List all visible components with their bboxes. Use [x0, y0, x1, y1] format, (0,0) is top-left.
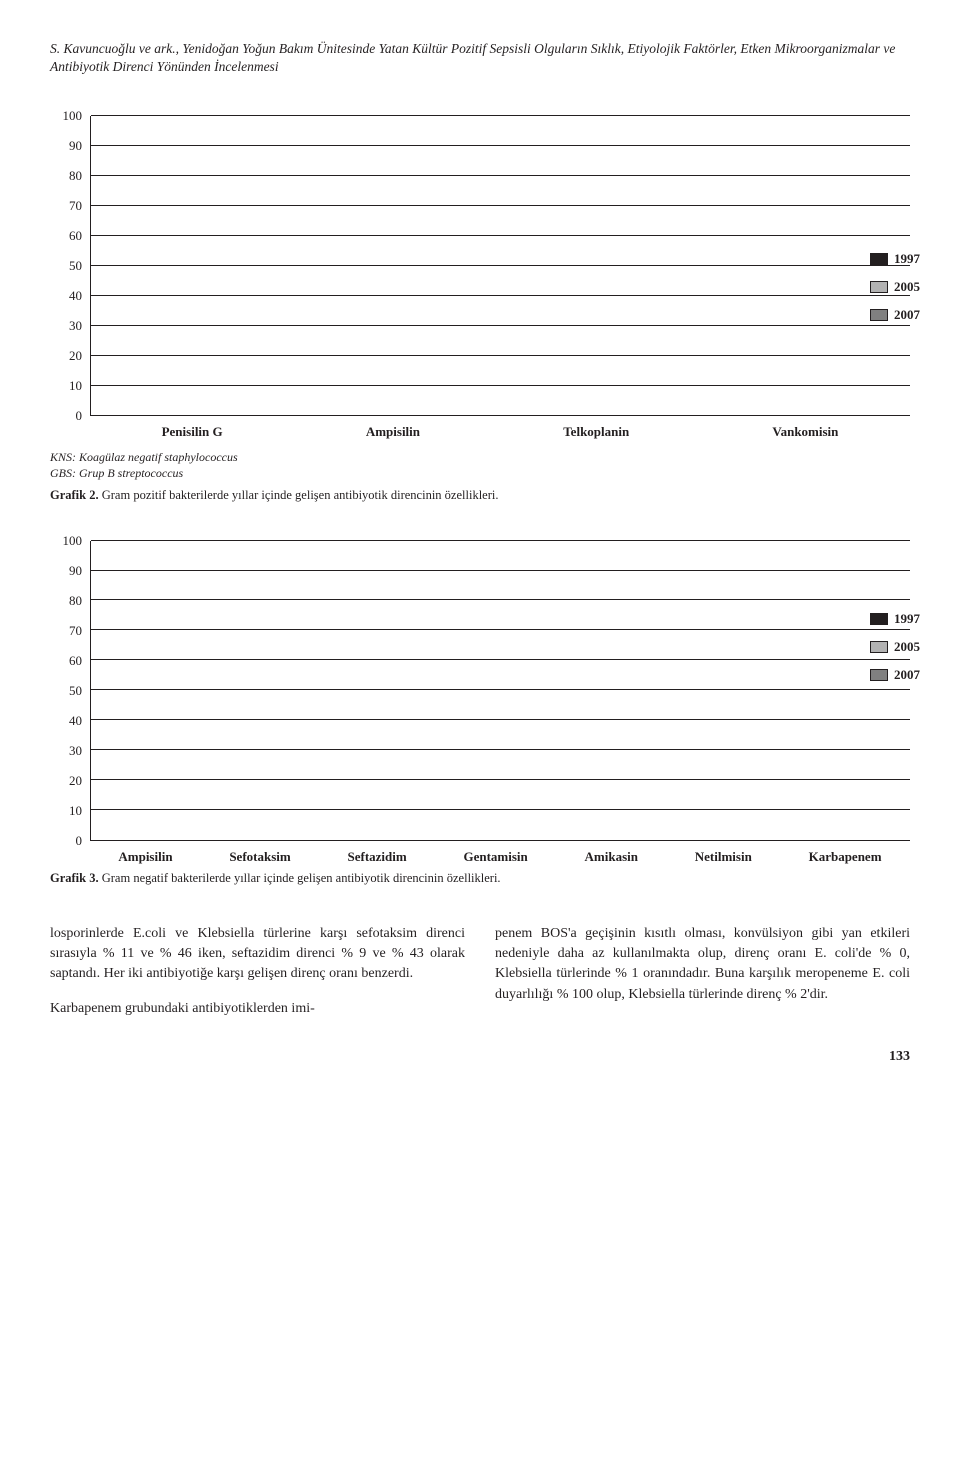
legend-label: 1997 [894, 611, 920, 627]
x-label: Penisilin G [162, 424, 223, 440]
y-tick: 70 [69, 623, 82, 639]
caption-rest: Gram negatif bakterilerde yıllar içinde … [99, 871, 501, 885]
legend-label: 2007 [894, 667, 920, 683]
y-tick: 10 [69, 378, 82, 394]
y-tick: 60 [69, 653, 82, 669]
note-line-2: GBS: Grup B streptococcus [50, 466, 910, 482]
legend-swatch [870, 253, 888, 265]
x-label: Sefotaksim [229, 849, 290, 865]
chart-2-bars [91, 541, 910, 840]
legend-label: 2005 [894, 279, 920, 295]
y-tick: 40 [69, 713, 82, 729]
y-tick: 100 [63, 533, 83, 549]
chart-2-xlabels: Ampisilin Sefotaksim Seftazidim Gentamisin A… [90, 849, 910, 865]
x-label: Karbapenem [809, 849, 882, 865]
y-tick: 100 [63, 108, 83, 124]
y-tick: 90 [69, 563, 82, 579]
chart-1-caption: Grafik 2. Gram pozitif bakterilerde yıll… [50, 488, 910, 503]
legend-item: 2007 [870, 307, 920, 323]
x-label: Ampisilin [118, 849, 172, 865]
y-tick: 50 [69, 683, 82, 699]
x-label: Telkoplanin [563, 424, 629, 440]
x-label: Amikasin [585, 849, 638, 865]
chart-1-plot: 0102030405060708090100 199720052007 [50, 116, 910, 416]
legend-swatch [870, 309, 888, 321]
legend-swatch [870, 613, 888, 625]
page-header: S. Kavuncuoğlu ve ark., Yenidoğan Yoğun … [50, 40, 910, 76]
y-tick: 50 [69, 258, 82, 274]
x-label: Netilmisin [695, 849, 752, 865]
chart-1-legend: 199720052007 [870, 251, 920, 323]
legend-item: 2005 [870, 279, 920, 295]
chart-2-caption: Grafik 3. Gram negatif bakterilerde yıll… [50, 871, 910, 886]
chart-1-bars [91, 116, 910, 415]
note-line-1: KNS: Koagülaz negatif staphylococcus [50, 450, 910, 466]
caption-bold: Grafik 2. [50, 488, 99, 502]
y-tick: 10 [69, 803, 82, 819]
y-tick: 60 [69, 228, 82, 244]
y-tick: 40 [69, 288, 82, 304]
caption-rest: Gram pozitif bakterilerde yıllar içinde … [99, 488, 499, 502]
y-tick: 90 [69, 138, 82, 154]
x-label: Vankomisin [772, 424, 838, 440]
y-tick: 30 [69, 743, 82, 759]
chart-2-legend: 1997 2005 2007 [870, 611, 920, 683]
chart-2-yaxis: 0102030405060708090100 [50, 541, 90, 841]
y-tick: 70 [69, 198, 82, 214]
x-label: Ampisilin [366, 424, 420, 440]
legend-swatch [870, 281, 888, 293]
x-label: Gentamisin [463, 849, 527, 865]
legend-item: 2007 [870, 667, 920, 683]
chart-2: 0102030405060708090100 199720052007 Ampi… [50, 541, 910, 886]
chart-1: 0102030405060708090100 199720052007 Peni… [50, 116, 910, 502]
body-col-left: losporinlerde E.coli ve Klebsiella türle… [50, 924, 465, 1019]
x-label: Seftazidim [347, 849, 406, 865]
body-col-right: penem BOS'a geçişinin kısıtlı olması, ko… [495, 924, 910, 1019]
legend-label: 2005 [894, 639, 920, 655]
paragraph: penem BOS'a geçişinin kısıtlı olması, ko… [495, 924, 910, 1005]
chart-1-plotarea: 199720052007 [90, 116, 910, 416]
paragraph: Karbapenem grubundaki antibiyotiklerden … [50, 999, 465, 1019]
caption-bold: Grafik 3. [50, 871, 99, 885]
y-tick: 80 [69, 168, 82, 184]
y-tick: 0 [76, 833, 83, 849]
y-tick: 20 [69, 348, 82, 364]
chart-1-yaxis: 0102030405060708090100 [50, 116, 90, 416]
y-tick: 80 [69, 593, 82, 609]
y-tick: 20 [69, 773, 82, 789]
legend-item: 1997 [870, 611, 920, 627]
legend-label: 2007 [894, 307, 920, 323]
legend-swatch [870, 669, 888, 681]
y-tick: 30 [69, 318, 82, 334]
legend-item: 2005 [870, 639, 920, 655]
paragraph: losporinlerde E.coli ve Klebsiella türle… [50, 924, 465, 985]
page-number: 133 [50, 1049, 910, 1065]
chart-2-plot: 0102030405060708090100 199720052007 [50, 541, 910, 841]
y-tick: 0 [76, 408, 83, 424]
chart-2-plotarea: 199720052007 [90, 541, 910, 841]
chart-1-xlabels: Penisilin G Ampisilin Telkoplanin Vankomisi… [90, 424, 910, 440]
chart-1-note: KNS: Koagülaz negatif staphylococcus GBS… [50, 450, 910, 481]
legend-swatch [870, 641, 888, 653]
author-line: S. Kavuncuoğlu ve ark., [50, 41, 179, 56]
body-text: losporinlerde E.coli ve Klebsiella türle… [50, 924, 910, 1019]
